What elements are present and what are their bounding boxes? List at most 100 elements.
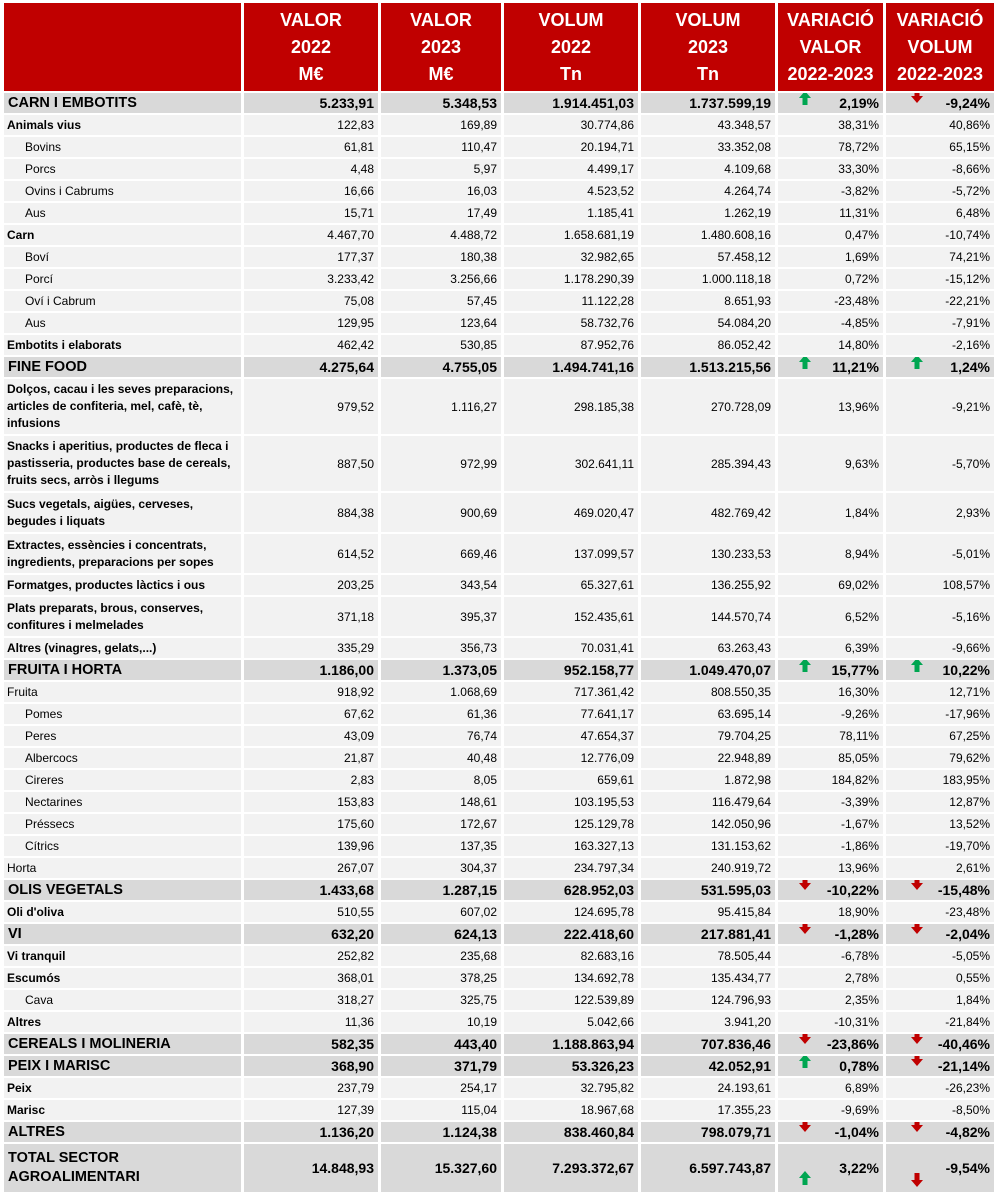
arrow-up-icon xyxy=(798,1170,812,1186)
cell-volum-2023: 63.263,43 xyxy=(641,638,778,658)
row-label: CARN I EMBOTITS xyxy=(4,93,244,113)
cell-variacio-valor: 2,35% xyxy=(778,990,886,1010)
cell-valor-2023: 1.068,69 xyxy=(381,682,504,702)
table-row: Boví 177,37 180,38 32.982,65 57.458,12 1,69% 7… xyxy=(4,245,994,267)
category-row: PEIX I MARISC 368,90 371,79 53.326,23 42.052… xyxy=(4,1054,994,1076)
cell-value: 285.394,43 xyxy=(710,456,771,471)
cell-volum-2023: 707.836,46 xyxy=(641,1034,778,1054)
cell-variacio-valor: -9,69% xyxy=(778,1100,886,1120)
cell-volum-2022: 628.952,03 xyxy=(504,880,641,900)
cell-value: 40,86% xyxy=(949,118,990,132)
cell-variacio-valor: 9,63% xyxy=(778,436,886,491)
cell-value: 16,66 xyxy=(343,184,374,198)
table-row: Sucs vegetals, aigües, cerveses, begudes… xyxy=(4,491,994,532)
row-label: Fruita xyxy=(4,682,244,702)
cell-value: 707.836,46 xyxy=(700,1036,771,1052)
row-label: Oli d'oliva xyxy=(4,902,244,922)
row-label: Plats preparats, brous, conserves, confi… xyxy=(4,597,244,636)
cell-variacio-valor: -3,82% xyxy=(778,181,886,201)
cell-valor-2023: 17,49 xyxy=(381,203,504,223)
table-row: Carn 4.467,70 4.488,72 1.658.681,19 1.480.60… xyxy=(4,223,994,245)
cell-value: -9,26% xyxy=(840,707,879,721)
cell-variacio-valor: 0,78% xyxy=(778,1056,886,1076)
cell-volum-2023: 1.049.470,07 xyxy=(641,660,778,680)
cell-variacio-volum: -2,04% xyxy=(886,924,994,944)
row-label: Sucs vegetals, aigües, cerveses, begudes… xyxy=(4,493,244,532)
cell-value: -5,05% xyxy=(951,949,990,963)
cell-value: 3,22% xyxy=(839,1160,879,1176)
cell-variacio-valor: 184,82% xyxy=(778,770,886,790)
cell-value: 972,99 xyxy=(460,456,497,471)
cell-value: -7,91% xyxy=(951,316,990,330)
cell-value: 1.049.470,07 xyxy=(689,662,771,678)
cell-value: 270.728,09 xyxy=(710,399,771,414)
cell-variacio-valor: -4,85% xyxy=(778,313,886,333)
cell-value: 5.233,91 xyxy=(319,95,375,111)
cell-value: 183,95% xyxy=(942,773,990,787)
cell-valor-2022: 884,38 xyxy=(244,493,381,532)
cell-variacio-volum: 12,71% xyxy=(886,682,994,702)
cell-valor-2023: 137,35 xyxy=(381,836,504,856)
cell-value: 137.099,57 xyxy=(573,546,634,561)
cell-variacio-volum: 183,95% xyxy=(886,770,994,790)
cell-valor-2022: 203,25 xyxy=(244,575,381,595)
cell-value: -10,31% xyxy=(834,1015,879,1029)
cell-value: 4.499,17 xyxy=(587,162,634,176)
cell-value: 5.348,53 xyxy=(442,95,498,111)
cell-value: -21,14% xyxy=(937,1058,990,1074)
cell-value: 659,61 xyxy=(597,773,634,787)
cell-value: 82.683,16 xyxy=(580,949,634,963)
cell-variacio-valor: 8,94% xyxy=(778,534,886,573)
cell-value: 4.755,05 xyxy=(442,359,498,375)
cell-variacio-valor: 6,39% xyxy=(778,638,886,658)
cell-value: 13,96% xyxy=(838,861,879,875)
cell-value: 335,29 xyxy=(337,641,374,655)
cell-value: 443,40 xyxy=(454,1036,497,1052)
cell-variacio-valor: -1,04% xyxy=(778,1122,886,1142)
cell-value: 11,31% xyxy=(839,206,879,220)
cell-value: 172,67 xyxy=(460,817,497,831)
cell-valor-2022: 16,66 xyxy=(244,181,381,201)
cell-variacio-valor: 69,02% xyxy=(778,575,886,595)
cell-value: 10,19 xyxy=(466,1015,497,1029)
cell-volum-2022: 58.732,76 xyxy=(504,313,641,333)
cell-variacio-valor: -10,22% xyxy=(778,880,886,900)
cell-value: 887,50 xyxy=(337,456,374,471)
cell-valor-2022: 368,90 xyxy=(244,1056,381,1076)
cell-valor-2022: 43,09 xyxy=(244,726,381,746)
cell-value: 607,02 xyxy=(460,905,497,919)
cell-value: 240.919,72 xyxy=(710,861,771,875)
table-row: Plats preparats, brous, conserves, confi… xyxy=(4,595,994,636)
category-row: OLIS VEGETALS 1.433,68 1.287,15 628.952,03 5… xyxy=(4,878,994,900)
cell-value: 203,25 xyxy=(337,578,374,592)
cell-value: 15,77% xyxy=(831,662,879,678)
cell-valor-2023: 356,73 xyxy=(381,638,504,658)
cell-value: 1.872,98 xyxy=(724,773,771,787)
cell-value: 67,25% xyxy=(949,729,990,743)
cell-value: -23,86% xyxy=(826,1036,879,1052)
cell-volum-2023: 22.948,89 xyxy=(641,748,778,768)
cell-valor-2022: 318,27 xyxy=(244,990,381,1010)
cell-value: 24.193,61 xyxy=(717,1081,771,1095)
cell-value: -2,16% xyxy=(951,338,990,352)
cell-variacio-volum: -19,70% xyxy=(886,836,994,856)
cell-volum-2022: 122.539,89 xyxy=(504,990,641,1010)
cell-value: 127,39 xyxy=(337,1103,374,1117)
cell-valor-2022: 335,29 xyxy=(244,638,381,658)
cell-variacio-valor: 78,11% xyxy=(778,726,886,746)
table-row: Nectarines 153,83 148,61 103.195,53 116.479,… xyxy=(4,790,994,812)
cell-value: 2,78% xyxy=(844,971,879,985)
category-row: ALTRES 1.136,20 1.124,38 838.460,84 798.079,… xyxy=(4,1120,994,1142)
cell-valor-2022: 153,83 xyxy=(244,792,381,812)
cell-value: 343,54 xyxy=(460,578,497,592)
cell-value: 63.263,43 xyxy=(717,641,771,655)
cell-value: 510,55 xyxy=(337,905,374,919)
cell-value: 952.158,77 xyxy=(563,662,634,678)
cell-volum-2023: 54.084,20 xyxy=(641,313,778,333)
cell-value: 1.914.451,03 xyxy=(552,95,634,111)
cell-valor-2023: 325,75 xyxy=(381,990,504,1010)
table-row: Cireres 2,83 8,05 659,61 1.872,98 184,82% 183,… xyxy=(4,768,994,790)
cell-value: 717.361,42 xyxy=(573,685,634,699)
table-row: Cítrics 139,96 137,35 163.327,13 131.153,62 -… xyxy=(4,834,994,856)
cell-volum-2023: 95.415,84 xyxy=(641,902,778,922)
